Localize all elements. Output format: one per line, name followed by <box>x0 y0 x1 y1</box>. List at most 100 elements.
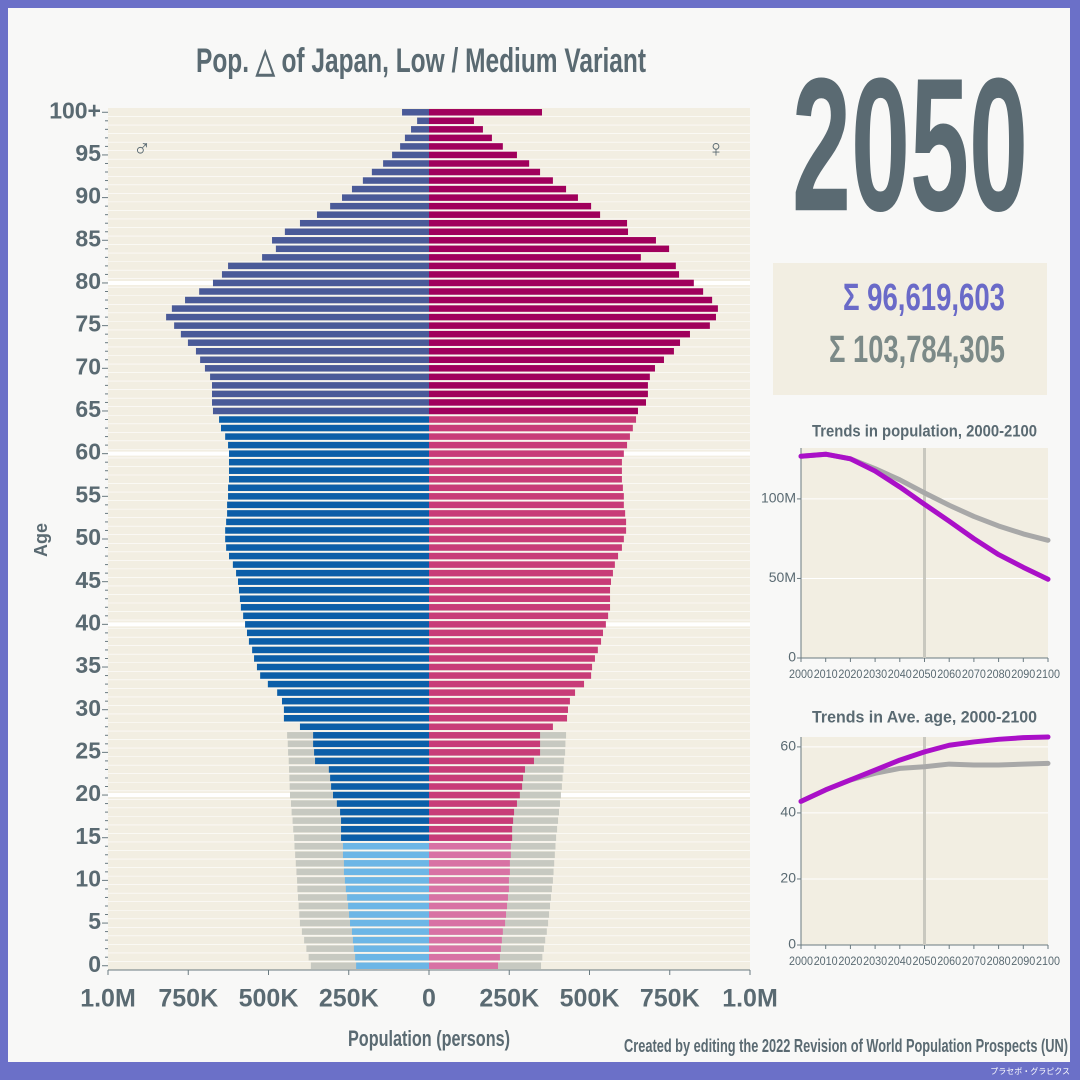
bar <box>429 262 676 270</box>
bar <box>283 714 429 722</box>
bar <box>429 749 541 756</box>
bar <box>429 586 611 594</box>
bar <box>299 219 429 227</box>
bar <box>402 109 429 116</box>
total-medium: Σ 103,784,305 <box>829 329 1005 371</box>
bar <box>429 680 585 688</box>
bar <box>411 126 429 133</box>
bar <box>187 339 429 346</box>
bar <box>210 373 429 381</box>
bar <box>353 945 429 952</box>
bar <box>254 655 429 662</box>
bar <box>229 458 429 466</box>
bar <box>238 586 429 594</box>
bar <box>429 604 611 611</box>
bar <box>429 476 622 483</box>
bar <box>227 501 429 509</box>
bar <box>240 604 429 611</box>
bar <box>429 194 578 201</box>
bar <box>350 919 429 927</box>
x-tick-label: 2000 <box>789 669 813 681</box>
x-tick-label: 0 <box>422 985 436 1013</box>
x-axis-title: Population (persons) <box>348 1026 510 1051</box>
y-tick-label: 25 <box>75 737 101 763</box>
y-tick-label: 55 <box>75 481 101 507</box>
y-tick-label: 30 <box>75 695 101 721</box>
y-tick-label: 20 <box>780 870 796 886</box>
chart-title: Pop. △ of Japan, Low / Medium Variant <box>196 42 646 80</box>
bar <box>281 697 429 705</box>
y-tick-label: 45 <box>75 567 101 593</box>
bar <box>313 732 429 739</box>
y-tick-label: 100+ <box>49 97 101 123</box>
bar <box>429 407 638 415</box>
y-tick-label: 10 <box>75 865 101 891</box>
bar <box>212 382 429 389</box>
bar <box>174 322 429 329</box>
bar <box>392 151 429 159</box>
x-tick-label: 2070 <box>962 956 986 968</box>
y-tick-label: 5 <box>88 908 101 934</box>
bar <box>429 296 713 304</box>
bar <box>262 254 429 261</box>
bar <box>228 493 429 500</box>
bar <box>219 416 429 423</box>
bar <box>314 749 429 756</box>
bar <box>315 757 429 765</box>
x-tick-label: 2090 <box>1011 669 1035 681</box>
x-tick-label: 2030 <box>863 669 887 681</box>
bar <box>429 160 530 167</box>
bar <box>429 902 508 910</box>
bar <box>429 245 670 253</box>
bar <box>212 279 429 287</box>
bar <box>429 458 622 466</box>
y-tick-label: 95 <box>75 140 101 166</box>
bar <box>345 885 429 893</box>
bar <box>429 953 500 961</box>
bar <box>232 561 429 568</box>
bar <box>260 672 429 679</box>
bar <box>429 740 541 748</box>
bar <box>344 877 429 884</box>
bar <box>429 808 515 816</box>
bar <box>429 595 611 602</box>
bar <box>429 211 601 218</box>
bar <box>227 510 429 517</box>
bar <box>429 433 630 440</box>
bar <box>429 279 694 287</box>
bar <box>429 791 520 799</box>
x-tick-label: 2080 <box>987 669 1011 681</box>
bar <box>429 860 510 867</box>
y-tick-label: 90 <box>75 183 101 209</box>
bar <box>429 535 624 543</box>
x-tick-label: 2040 <box>888 669 912 681</box>
bar <box>429 450 624 457</box>
x-tick-label: 1.0M <box>80 985 136 1013</box>
bar <box>429 552 619 560</box>
y-tick-label: 50M <box>769 569 796 585</box>
bar <box>228 484 429 492</box>
bar <box>429 441 628 449</box>
bar <box>228 262 429 270</box>
bar <box>355 953 429 961</box>
bar <box>429 800 517 807</box>
legend-entry: ♀ <box>707 135 725 162</box>
bar <box>333 791 429 799</box>
bar <box>341 825 429 833</box>
bar <box>336 800 429 807</box>
x-tick-label: 2030 <box>863 956 887 968</box>
bar <box>429 843 511 850</box>
bar <box>429 330 690 338</box>
bar <box>221 271 429 278</box>
x-tick-label: 2070 <box>962 669 986 681</box>
bar <box>252 646 429 654</box>
y-tick-label: 80 <box>75 268 101 294</box>
bar <box>429 168 541 176</box>
bar <box>429 868 510 876</box>
bar <box>356 962 429 969</box>
x-tick-label: 2010 <box>814 956 838 968</box>
bar <box>429 766 525 773</box>
bar <box>331 783 429 790</box>
bar <box>429 689 576 696</box>
bar <box>429 356 664 364</box>
